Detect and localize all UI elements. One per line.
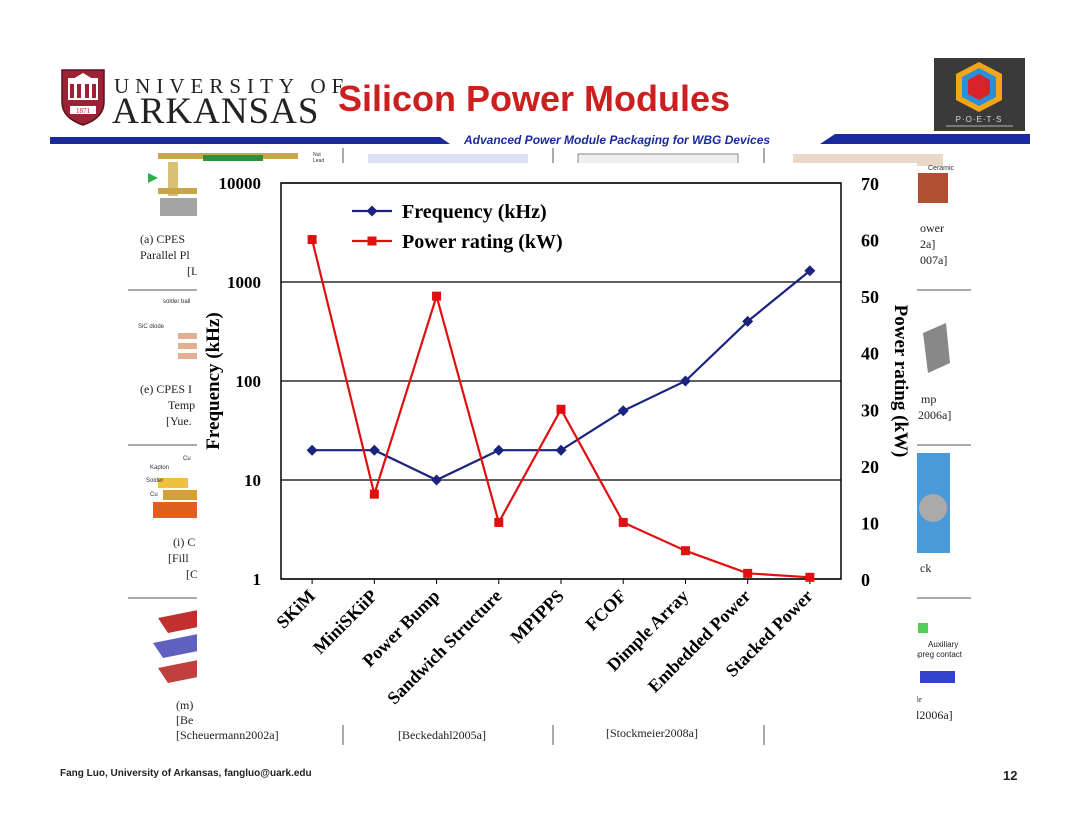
caption-i-line1: (i) C [173, 535, 196, 549]
frequency-power-chart: 110100100010000010203040506070SKiMMiniSK… [203, 174, 911, 708]
power-point [556, 404, 566, 414]
category-label: Sandwich Structure [383, 586, 505, 708]
frequency-point [804, 265, 816, 277]
right-tick-label: 10 [861, 513, 879, 533]
footer-author: Fang Luo, University of Arkansas, fanglu… [60, 768, 312, 779]
frequency-point [742, 315, 754, 327]
caption-i-line2: [Fill [168, 551, 189, 565]
diagram-label-nut: Nut [313, 152, 321, 158]
diagram-label-ceramic: Ceramic [928, 165, 955, 172]
diagram-label-solder-ball: solder ball [163, 299, 190, 305]
diagram-label-solder: Solder [146, 478, 163, 484]
caption-right-3: 007a] [920, 253, 948, 267]
caption-stockmeier: [Stockmeier2008a] [606, 726, 698, 740]
legend-marker-diamond [366, 205, 378, 217]
power-point [618, 517, 628, 527]
caption-e-line2: Temp [168, 398, 196, 412]
caption-a-line3: [L [187, 264, 199, 278]
caption-m-line1: (m) [176, 698, 194, 712]
diagram-label-lead: Lead [313, 158, 324, 164]
right-tick-label: 30 [861, 400, 879, 420]
power-point [805, 572, 815, 582]
right-tick-label: 0 [861, 570, 870, 590]
caption-scheuermann: [Scheuermann2002a] [176, 728, 279, 742]
caption-right-5: 2006a] [918, 408, 952, 422]
right-tick-label: 40 [861, 344, 879, 364]
page-number: 12 [1003, 768, 1018, 783]
header-bar [50, 134, 1030, 144]
caption-right-4: mp [921, 392, 937, 406]
legend-label: Power rating (kW) [402, 231, 563, 253]
category-label: SKiM [272, 586, 319, 633]
caption-right-6: ck [920, 561, 932, 575]
caption-right-8: spreg contact [914, 650, 963, 659]
poets-logo: P·O·E·T·S [934, 58, 1025, 131]
slide-title: Silicon Power Modules [338, 78, 731, 119]
diagram-label-cu-bottom: Cu [150, 492, 158, 498]
legend-marker-square [367, 236, 377, 246]
caption-i-line3: [C [186, 567, 198, 581]
university-name-line1: UNIVERSITY OF [114, 74, 350, 98]
left-tick-label: 1000 [227, 273, 261, 292]
caption-right-7: Auxiliary [928, 640, 959, 649]
frequency-point [306, 444, 318, 456]
diagram-label-kapton: Kapton [150, 465, 169, 471]
caption-e-line3: [Yue. [166, 414, 192, 428]
left-tick-label: 100 [236, 372, 262, 391]
category-label: FCOF [581, 586, 630, 635]
diagram-label-sic-diode: SiC diode [138, 324, 165, 330]
legend-label: Frequency (kHz) [402, 201, 547, 223]
frequency-point [617, 405, 629, 417]
left-tick-label: 10 [244, 471, 261, 490]
power-point [494, 517, 504, 527]
diagram-label-cu-top: Cu [183, 456, 191, 462]
right-tick-label: 70 [861, 174, 879, 194]
left-axis-title: Frequency (kHz) [203, 312, 224, 449]
caption-a-line1: (a) CPES [140, 232, 185, 246]
right-axis-title: Power rating (kW) [890, 305, 911, 458]
frequency-point [368, 444, 380, 456]
left-tick-label: 10000 [219, 174, 262, 193]
left-tick-label: 1 [253, 570, 262, 589]
frequency-point [493, 444, 505, 456]
right-tick-label: 50 [861, 287, 879, 307]
caption-right-9: le [916, 695, 922, 704]
power-point [369, 489, 379, 499]
right-tick-label: 60 [861, 231, 879, 251]
caption-m-line2: [Be [176, 713, 194, 727]
power-point [432, 291, 442, 301]
power-point [307, 235, 317, 245]
frequency-point [555, 444, 567, 456]
caption-right-10: l2006a] [916, 708, 953, 722]
frequency-point [431, 474, 443, 486]
university-crest-logo: 1871 [61, 69, 105, 126]
frequency-point [679, 375, 691, 387]
power-point [680, 546, 690, 556]
caption-beckedahl: [Beckedahl2005a] [398, 728, 486, 742]
caption-a-line2: Parallel Pl [140, 248, 190, 262]
caption-e-line1: (e) CPES I [140, 382, 192, 396]
category-label: MPIPPS [506, 586, 568, 648]
crest-year: 1871 [76, 107, 91, 115]
chart-panel: 1 10 100 1000 10000 0 10 20 30 40 50 60 70 SKiM MiniSK… [197, 163, 917, 725]
right-tick-label: 20 [861, 457, 879, 477]
slide-subtitle: Advanced Power Module Packaging for WBG … [464, 133, 771, 147]
caption-right-1: ower [920, 221, 944, 235]
university-name-line2: ARKANSAS [112, 91, 320, 132]
power-point [743, 568, 753, 578]
caption-right-2: 2a] [920, 237, 936, 251]
poets-label: P·O·E·T·S [956, 115, 1003, 124]
